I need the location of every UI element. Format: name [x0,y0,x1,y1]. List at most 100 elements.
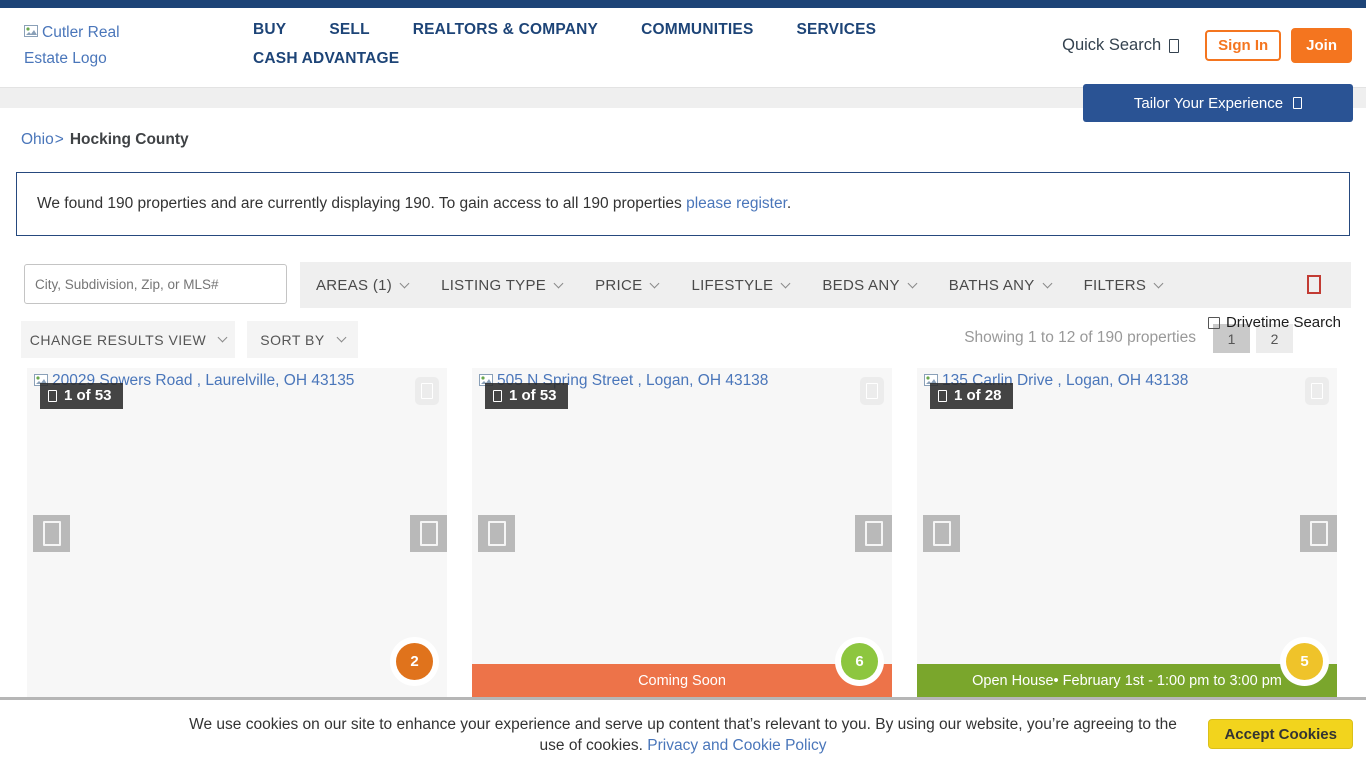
prev-photo-button[interactable] [923,515,960,552]
photo-count-text: 1 of 53 [509,387,557,404]
chevron-down-icon [336,332,347,343]
camera-icon [493,389,502,402]
notification-count-badge: 6 [841,643,878,680]
quick-search-link[interactable]: Quick Search [1062,36,1180,55]
please-register-link[interactable]: please register [686,195,787,212]
pagination-page-1[interactable]: 1 [1213,324,1250,353]
nav-cash-advantage[interactable]: CASH ADVANTAGE [253,50,400,67]
search-icon [1169,38,1180,53]
heart-icon-placeholder [421,383,433,399]
arrow-left-icon-placeholder [932,521,951,546]
map-toggle-icon[interactable] [1307,275,1321,294]
change-results-view-label: CHANGE RESULTS VIEW [29,331,207,348]
header-actions: Quick Search Sign In Join [1062,28,1352,63]
camera-icon [48,389,57,402]
filter-more-label: FILTERS [1083,276,1147,294]
filter-listing-type-label: LISTING TYPE [441,276,547,294]
filter-areas-label: AREAS (1) [316,276,393,294]
cookie-message-text: We use cookies on our site to enhance yo… [189,716,1177,754]
photo-count-badge: 1 of 53 [485,383,568,409]
filter-beds-label: BEDS ANY [822,276,900,294]
filter-beds[interactable]: BEDS ANY [822,276,918,294]
results-notice-text: We found 190 properties and are currentl… [37,195,791,213]
sign-in-button[interactable]: Sign In [1205,30,1282,61]
chevron-down-icon [780,278,791,288]
filter-areas[interactable]: AREAS (1) [316,276,410,294]
chevron-down-icon [1153,278,1164,288]
favorite-button[interactable] [860,377,884,405]
photo-count-text: 1 of 28 [954,387,1002,404]
chevron-down-icon [1042,278,1053,288]
chevron-down-icon [553,278,564,288]
favorite-button[interactable] [1305,377,1329,405]
notification-count-badge: 2 [396,643,433,680]
property-card: 505 N Spring Street , Logan, OH 43138 1 … [472,368,892,697]
tailor-experience-button[interactable]: Tailor Your Experience [1083,84,1353,122]
notice-message: We found 190 properties and are currentl… [37,195,682,212]
change-results-view-button[interactable]: CHANGE RESULTS VIEW [21,321,235,358]
photo-count-badge: 1 of 53 [40,383,123,409]
heart-icon-placeholder [1311,383,1323,399]
cookie-consent-bar: We use cookies on our site to enhance yo… [0,700,1366,768]
filter-baths-label: BATHS ANY [948,276,1035,294]
location-search-input[interactable] [24,264,287,304]
sort-by-button[interactable]: SORT BY [247,321,358,358]
favorite-button[interactable] [415,377,439,405]
next-photo-button[interactable] [410,515,447,552]
chevron-down-icon [399,278,410,288]
photo-count-badge: 1 of 28 [930,383,1013,409]
arrow-right-icon-placeholder [864,521,883,546]
filter-lifestyle[interactable]: LIFESTYLE [691,276,791,294]
drivetime-search-toggle[interactable]: Drivetime Search [1207,314,1341,331]
property-address-text: 20029 Sowers Road , Laurelville, OH 4313… [52,372,355,389]
quick-search-label: Quick Search [1062,36,1162,54]
join-button[interactable]: Join [1291,28,1352,63]
settings-icon [1293,97,1303,109]
next-photo-button[interactable] [1300,515,1337,552]
logo[interactable]: Cutler Real Estate Logo [24,20,166,72]
arrow-left-icon-placeholder [42,521,61,546]
notification-count-badge: 5 [1286,643,1323,680]
filter-more[interactable]: FILTERS [1083,276,1164,294]
status-banner: Coming Soon [472,664,892,697]
arrow-right-icon-placeholder [419,521,438,546]
accept-cookies-button[interactable]: Accept Cookies [1208,719,1353,749]
heart-icon-placeholder [866,383,878,399]
filter-price[interactable]: PRICE [595,276,660,294]
sort-by-label: SORT BY [260,331,325,348]
filter-lifestyle-label: LIFESTYLE [691,276,774,294]
drivetime-search-label: Drivetime Search [1225,314,1341,331]
results-count-text: Showing 1 to 12 of 190 properties [964,329,1196,346]
filter-price-label: PRICE [595,276,643,294]
nav-realtors-company[interactable]: REALTORS & COMPANY [412,21,599,38]
filter-bar: AREAS (1) LISTING TYPE PRICE LIFESTYLE B… [300,262,1351,308]
prev-photo-button[interactable] [33,515,70,552]
filter-listing-type[interactable]: LISTING TYPE [441,276,564,294]
arrow-left-icon-placeholder [487,521,506,546]
filter-baths[interactable]: BATHS ANY [948,276,1053,294]
checkbox-icon[interactable] [1207,316,1220,329]
nav-services[interactable]: SERVICES [796,21,877,38]
privacy-policy-link[interactable]: Privacy and Cookie Policy [647,737,827,754]
next-photo-button[interactable] [855,515,892,552]
subheader-strip [0,88,1366,108]
bottom-divider [0,697,1366,700]
pagination-page-2[interactable]: 2 [1256,324,1293,353]
nav-communities[interactable]: COMMUNITIES [641,21,754,38]
breadcrumb-state-link[interactable]: Ohio [21,131,54,148]
tailor-experience-label: Tailor Your Experience [1133,94,1284,112]
breadcrumb-separator: > [54,131,64,148]
logo-alt-text: Cutler Real Estate Logo [24,24,120,67]
main-nav: BUY SELL REALTORS & COMPANY COMMUNITIES … [253,21,913,68]
chevron-down-icon [907,278,918,288]
property-card: 20029 Sowers Road , Laurelville, OH 4313… [27,368,447,697]
cookie-message: We use cookies on our site to enhance yo… [183,714,1183,756]
broken-image-icon [24,25,38,37]
breadcrumb: Ohio > Hocking County [21,131,189,149]
property-address-link[interactable]: 20029 Sowers Road , Laurelville, OH 4313… [34,371,411,391]
results-notice-box: We found 190 properties and are currentl… [16,172,1350,236]
nav-buy[interactable]: BUY [253,21,287,38]
nav-sell[interactable]: SELL [329,21,370,38]
top-accent-bar [0,0,1366,8]
prev-photo-button[interactable] [478,515,515,552]
